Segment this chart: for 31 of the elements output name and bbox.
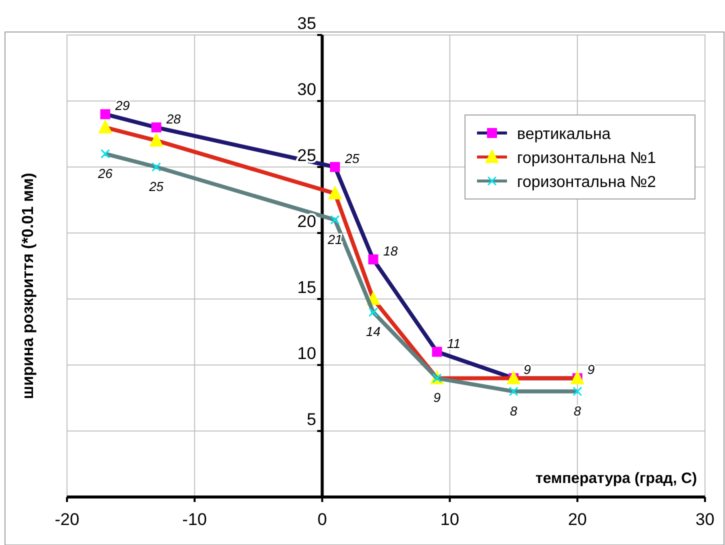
data-label: 8 [574, 403, 582, 418]
data-label: 8 [510, 403, 518, 418]
data-label: 9 [524, 362, 531, 378]
data-label: 14 [366, 324, 380, 340]
data-label: 25 [148, 179, 164, 194]
x-tick-label: 10 [440, 510, 460, 529]
x-tick-label: -20 [54, 510, 80, 529]
data-label: 9 [433, 390, 441, 406]
y-tick-label: 30 [297, 80, 316, 99]
legend-label: горизонтальна №2 [517, 174, 656, 191]
y-tick-label: 35 [297, 14, 316, 33]
data-label: 11 [447, 336, 461, 351]
data-label: 21 [326, 232, 342, 247]
data-label: 18 [383, 243, 398, 258]
data-label: 28 [165, 111, 182, 126]
x-tick-label: -10 [182, 510, 207, 529]
x-tick-label: 30 [696, 510, 714, 529]
x-axis-title: температура (град, С) [536, 470, 697, 487]
data-label: 26 [97, 166, 114, 181]
x-tick-label: 20 [568, 510, 587, 529]
y-tick-label: 10 [297, 344, 316, 363]
y-axis-title: ширина розкриття (*0.01 мм) [20, 172, 37, 400]
y-tick-label: 20 [297, 212, 316, 231]
legend-label: горизонтальна №1 [517, 150, 656, 167]
data-label: 25 [344, 151, 360, 166]
y-tick-label: 15 [297, 278, 316, 297]
data-label: 29 [114, 98, 130, 114]
x-tick-label: 0 [317, 510, 327, 529]
legend-label: вертикальна [517, 126, 611, 143]
data-label: 9 [587, 362, 595, 378]
y-tick-label: 5 [306, 410, 316, 429]
